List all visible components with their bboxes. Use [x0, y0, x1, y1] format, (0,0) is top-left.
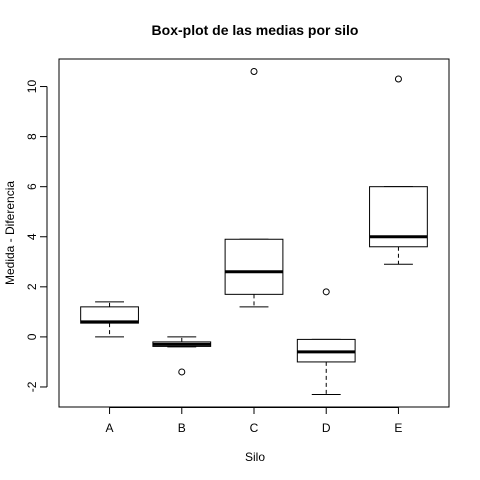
y-tick-label: 8: [25, 133, 39, 140]
x-tick-label: A: [106, 421, 114, 435]
x-tick-label: D: [322, 421, 331, 435]
box-iqr: [224, 238, 284, 295]
x-tick-label: B: [178, 421, 186, 435]
y-tick-label: 6: [25, 183, 39, 190]
outlier-point: [322, 288, 330, 296]
outlier-point: [394, 75, 402, 83]
x-tick-label: E: [394, 421, 402, 435]
y-tick-label: 4: [25, 233, 39, 240]
x-axis: A B C D E: [106, 407, 402, 435]
boxes-layer: [80, 68, 428, 395]
x-axis-label: Silo: [245, 450, 265, 464]
y-axis: -2 0 2 4 6 8 10: [25, 80, 48, 392]
box-group-e: [369, 75, 428, 265]
outlier-point: [178, 368, 186, 376]
y-tick-label: 2: [25, 283, 39, 290]
y-tick-label: -2: [25, 381, 39, 392]
box-group-a: [80, 301, 139, 338]
box-group-d: [296, 288, 356, 395]
y-tick-label: 10: [25, 80, 39, 94]
chart-title: Box-plot de las medias por silo: [152, 22, 359, 38]
x-tick-label: C: [250, 421, 259, 435]
y-tick-label: 0: [25, 333, 39, 340]
y-axis-label: Medida - Diferencia: [3, 181, 17, 285]
box-group-b: [152, 336, 212, 376]
box-group-c: [224, 68, 284, 308]
outlier-point: [250, 68, 258, 76]
